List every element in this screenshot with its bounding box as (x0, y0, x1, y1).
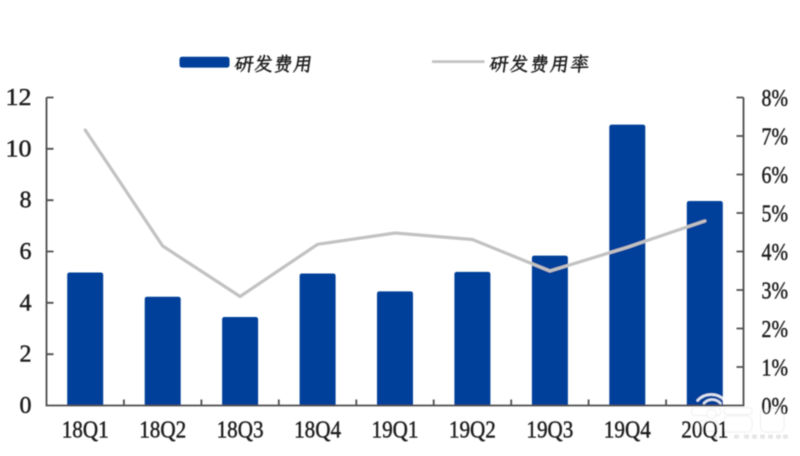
svg-text:8: 8 (20, 188, 32, 214)
svg-text:10: 10 (6, 136, 32, 162)
svg-text:19Q4: 19Q4 (604, 418, 651, 444)
svg-text:18Q1: 18Q1 (62, 418, 109, 444)
svg-text:1%: 1% (762, 356, 789, 382)
svg-text:4: 4 (20, 290, 32, 316)
svg-text:8%: 8% (762, 86, 789, 112)
svg-text:0: 0 (20, 393, 32, 419)
svg-text:20Q1: 20Q1 (681, 418, 728, 444)
svg-text:4%: 4% (762, 240, 789, 266)
svg-text:18Q4: 18Q4 (294, 418, 341, 444)
svg-text:0%: 0% (762, 394, 789, 420)
svg-text:12: 12 (6, 85, 32, 111)
svg-text:2%: 2% (762, 317, 789, 343)
svg-text:19Q3: 19Q3 (526, 418, 573, 444)
svg-text:7%: 7% (762, 125, 789, 151)
svg-text:19Q1: 19Q1 (372, 418, 419, 444)
svg-text:3%: 3% (762, 279, 789, 305)
svg-text:6: 6 (20, 239, 32, 265)
svg-text:18Q3: 18Q3 (217, 418, 264, 444)
svg-text:5%: 5% (762, 202, 789, 228)
svg-text:2: 2 (20, 342, 32, 368)
svg-text:19Q2: 19Q2 (449, 418, 496, 444)
svg-text:18Q2: 18Q2 (139, 418, 186, 444)
svg-text:6%: 6% (762, 163, 789, 189)
